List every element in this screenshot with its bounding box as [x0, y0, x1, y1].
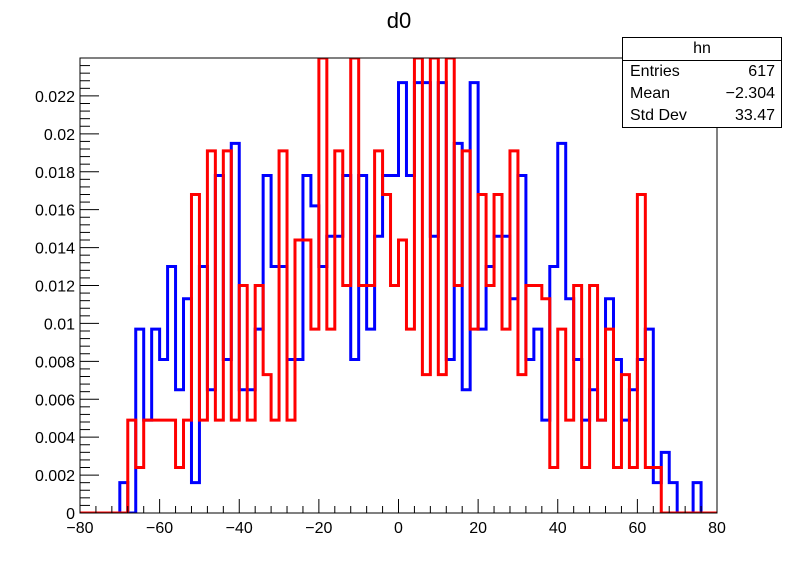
stats-label: Std Dev: [630, 107, 687, 124]
stats-row-entries: Entries 617: [623, 61, 781, 83]
x-tick-label: 20: [469, 520, 487, 537]
y-tick-label: 0.02: [44, 127, 75, 144]
stats-label: Entries: [630, 63, 680, 80]
x-tick-label: −20: [305, 520, 332, 537]
stats-title: hn: [623, 38, 781, 61]
y-tick-label: 0.01: [44, 316, 75, 333]
y-tick-label: 0: [66, 506, 75, 523]
y-tick-label: 0.008: [35, 354, 75, 371]
x-tick-label: −80: [66, 520, 93, 537]
x-tick-label: 40: [549, 520, 567, 537]
y-tick-label: 0.014: [35, 241, 75, 258]
y-tick-label: 0.022: [35, 89, 75, 106]
x-tick-label: −60: [146, 520, 173, 537]
stats-value: −2.304: [725, 85, 775, 102]
stats-row-mean: Mean −2.304: [623, 83, 781, 105]
x-tick-label: 80: [708, 520, 726, 537]
x-tick-label: 0: [394, 520, 403, 537]
histogram-series-2: [80, 58, 717, 513]
stats-value: 617: [748, 63, 775, 80]
histogram-series-1: [80, 81, 717, 513]
y-tick-label: 0.002: [35, 468, 75, 485]
series-layer: [80, 58, 717, 513]
y-tick-label: 0.006: [35, 392, 75, 409]
x-tick-label: −40: [226, 520, 253, 537]
x-tick-label: 60: [628, 520, 646, 537]
chart-title: d0: [387, 8, 411, 33]
stats-value: 33.47: [734, 107, 775, 124]
y-tick-label: 0.016: [35, 203, 75, 220]
stats-label: Mean: [630, 85, 671, 102]
stats-row-stddev: Std Dev 33.47: [623, 105, 781, 127]
y-tick-label: 0.004: [35, 430, 75, 447]
y-tick-label: 0.012: [35, 279, 75, 296]
stats-box: hn Entries 617 Mean −2.304 Std Dev 33.47: [622, 37, 782, 128]
axes-layer: −80 −60 −40 −20 0 20 40 60 80 0 0.002 0.004 0.006 0.0…: [35, 57, 726, 537]
y-tick-label: 0.018: [35, 165, 75, 182]
